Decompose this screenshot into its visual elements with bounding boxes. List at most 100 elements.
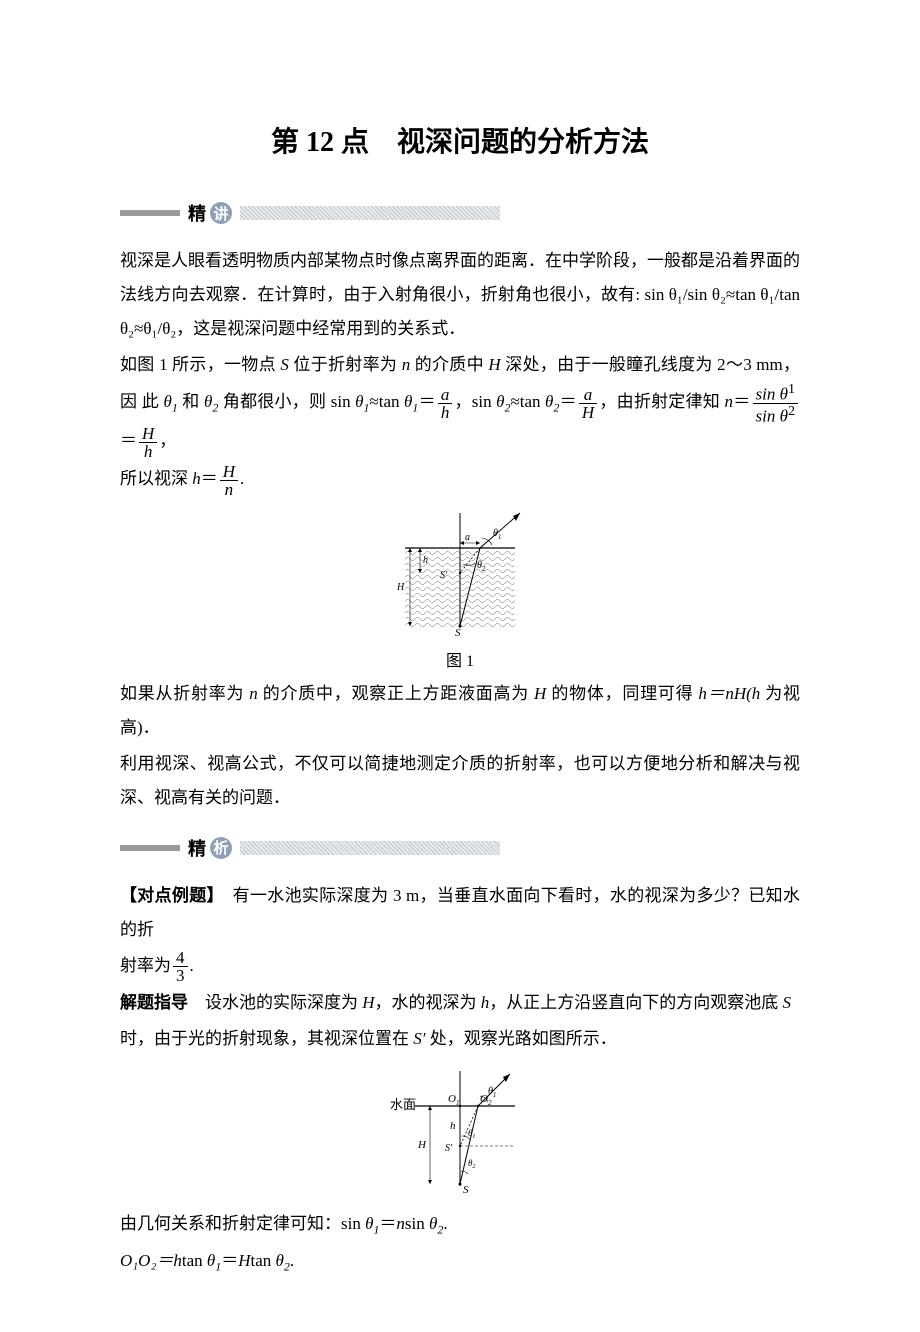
equation-1: 由几何关系和折射定律可知：sin θ1＝nsin θ2.	[120, 1207, 800, 1242]
text: ＝	[733, 392, 750, 411]
water-label: 水面	[390, 1097, 416, 1112]
var-H4: H	[238, 1251, 250, 1270]
num: H	[139, 425, 157, 443]
page-title: 第 12 点 视深问题的分析方法	[120, 120, 800, 160]
text: 射率为	[120, 956, 171, 975]
var-theta2e: θ2	[276, 1251, 290, 1270]
text: tan	[251, 1251, 276, 1270]
var-theta1d: θ1	[365, 1214, 379, 1233]
paragraph: 如果从折射率为 n 的介质中，观察正上方距液面高为 H 的物体，同理可得 h＝n…	[120, 677, 800, 745]
var-theta2d: θ2	[429, 1214, 443, 1233]
den: h	[139, 443, 157, 460]
text: ，从正上方沿竖直向下的方向观察池底	[489, 993, 782, 1012]
sin: sin θ	[756, 385, 788, 404]
den: sin θ2	[753, 404, 799, 425]
paragraph: 视深是人眼看透明物质内部某物点时像点离界面的距离．在中学阶段，一般都是沿着界面的…	[120, 244, 800, 346]
text: sin	[405, 1214, 429, 1233]
label-H: H	[396, 582, 405, 593]
text: 的物体，同理可得	[546, 684, 698, 703]
hatch-icon	[240, 841, 500, 855]
bar-icon	[120, 845, 180, 851]
equation-2: O₁O₂＝htan θ1＝Htan θ2.	[120, 1244, 800, 1279]
var-H3: H	[362, 993, 374, 1012]
section-header-jiang: 精 讲	[120, 200, 800, 226]
var-theta2b: θ2	[496, 392, 510, 411]
var-theta1e: θ1	[207, 1251, 221, 1270]
text: 和	[178, 392, 204, 411]
text: .	[443, 1214, 447, 1233]
text: 设水池的实际深度为	[188, 993, 362, 1012]
var-theta2c: θ2	[545, 392, 559, 411]
sub: 2	[488, 1099, 492, 1107]
num: H	[220, 463, 238, 481]
var-S: S	[280, 355, 289, 374]
eq-hnH: h＝nH(h	[698, 684, 760, 703]
text: ≈tan	[369, 392, 404, 411]
num: a	[579, 386, 597, 404]
sub: 2	[472, 1164, 475, 1170]
var-theta1c: θ1	[404, 392, 418, 411]
svg-text:θ1: θ1	[488, 1086, 496, 1099]
svg-text:O1: O1	[448, 1093, 459, 1107]
var-n2: n	[725, 392, 734, 411]
sup: 2	[788, 403, 795, 419]
section-header-xi: 精 析	[120, 835, 800, 861]
sup: 1	[788, 381, 795, 397]
sub: 1	[472, 1134, 475, 1140]
var-H: H	[488, 355, 500, 374]
badge-icon: 析	[210, 837, 232, 859]
hatch-icon	[240, 206, 500, 220]
den: n	[220, 481, 238, 498]
text: 角都很小，则 sin	[218, 392, 355, 411]
den: 3	[173, 967, 188, 984]
text: 所以视深	[120, 469, 192, 488]
text: tan	[182, 1251, 207, 1270]
text: ＝	[120, 431, 137, 450]
var-Sp: S′	[413, 1029, 425, 1048]
text: ＝	[221, 1251, 238, 1270]
label-S: S	[463, 1184, 469, 1196]
sub: 1	[493, 1091, 497, 1099]
svg-text:θ2: θ2	[468, 1158, 475, 1170]
text: ＝	[201, 469, 218, 488]
badge-icon: 讲	[210, 202, 232, 224]
text: 的介质中	[410, 355, 488, 374]
text: ，水的视深为	[375, 993, 481, 1012]
var-n4: n	[396, 1214, 405, 1233]
text: ≈tan	[510, 392, 545, 411]
solution-guide-2: 时，由于光的折射现象，其视深位置在 S′ 处，观察光路如图所示．	[120, 1022, 800, 1056]
eq2-lhs: O₁O₂＝h	[120, 1251, 182, 1270]
label-O1: O	[448, 1093, 456, 1105]
text: 如图 1 所示，一物点	[120, 355, 280, 374]
text: ，由折射定律知	[599, 392, 724, 411]
figure-1: S S′ a θ1 θ2 h	[120, 508, 800, 671]
var-theta1b: θ1	[355, 392, 369, 411]
text: 处，观察光路如图所示．	[425, 1029, 616, 1048]
fraction: sin θ1sin θ2	[753, 382, 799, 424]
fraction: Hn	[220, 463, 238, 498]
example-question: 【对点例题】 有一水池实际深度为 3 m，当垂直水面向下看时，水的视深为多少？已…	[120, 879, 800, 947]
label-Sp: S′	[445, 1143, 453, 1154]
text: ，sin	[454, 392, 496, 411]
label-sub2: 2	[482, 565, 486, 573]
sin: sin θ	[756, 406, 788, 425]
bar-icon	[120, 210, 180, 216]
label-sub1: 1	[498, 533, 502, 541]
text: 视深是人眼看透明物质内部某物点时像点离界面的距离．在中学阶段，一般都是沿着界面的…	[120, 251, 800, 338]
text: 由几何关系和折射定律可知：sin	[120, 1214, 365, 1233]
solution-guide: 解题指导 设水池的实际深度为 H，水的视深为 h，从正上方沿竖直向下的方向观察池…	[120, 986, 800, 1020]
section-label: 精	[188, 835, 206, 861]
theta: θ	[276, 1251, 284, 1270]
theta: θ	[163, 392, 171, 411]
num: 4	[173, 949, 188, 967]
example-label: 【对点例题】	[120, 886, 215, 905]
text: 的介质中，观察正上方距液面高为	[258, 684, 534, 703]
fraction: 43	[173, 949, 188, 984]
theta: θ	[207, 1251, 215, 1270]
var-H2: H	[534, 684, 546, 703]
var-h2: h	[481, 993, 490, 1012]
fraction: ah	[438, 386, 453, 421]
paragraph: 所以视深 h＝Hn.	[120, 462, 800, 498]
svg-text:θ1: θ1	[468, 1128, 475, 1140]
guide-label: 解题指导	[120, 993, 188, 1012]
